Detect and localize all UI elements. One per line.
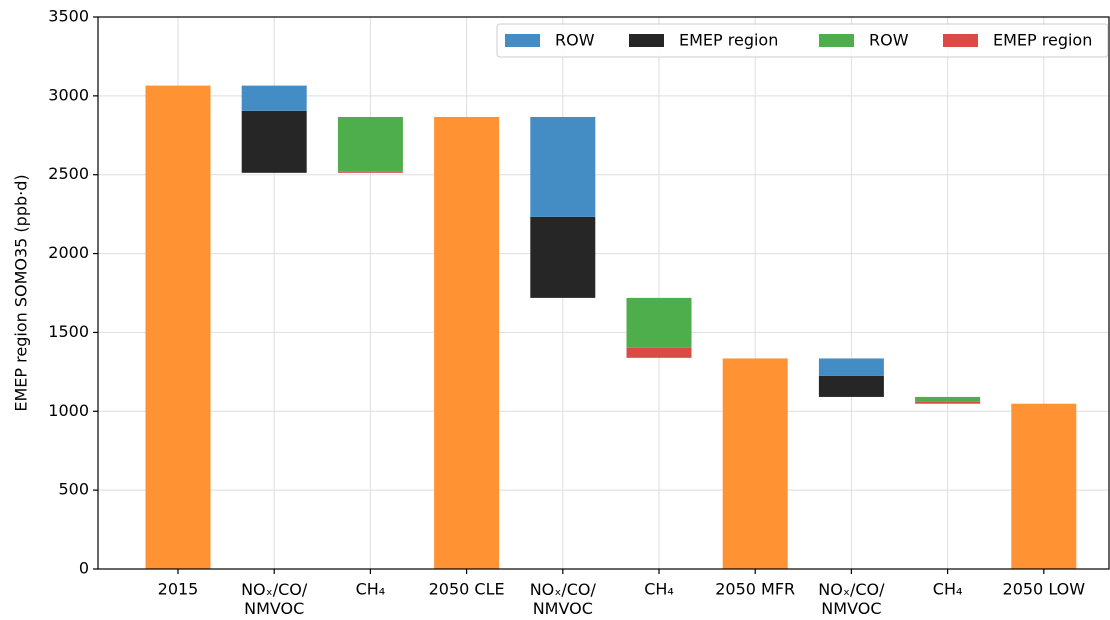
y-tick-label: 2500 xyxy=(48,164,89,183)
y-tick-label: 500 xyxy=(58,480,89,499)
bar-segment xyxy=(818,358,884,376)
legend-label: EMEP region xyxy=(679,31,778,50)
legend-label: ROW xyxy=(555,31,595,50)
legend-label: ROW xyxy=(869,31,909,50)
x-tick-label: 2050 CLE xyxy=(429,580,505,599)
x-tick-label: 2050 MFR xyxy=(715,580,795,599)
x-tick-label: CH₄ xyxy=(644,580,674,599)
legend-swatch xyxy=(943,34,978,47)
bar-segment xyxy=(241,85,307,111)
bar xyxy=(434,116,500,570)
x-tick-label: CH₄ xyxy=(356,580,386,599)
legend-swatch xyxy=(819,34,854,47)
y-tick-label: 1500 xyxy=(48,322,89,341)
legend-label: EMEP region xyxy=(993,31,1092,50)
x-tick-label: 2015 xyxy=(158,580,199,599)
bar-segment xyxy=(337,116,403,172)
x-tick-label: CH₄ xyxy=(933,580,963,599)
x-tick-label: NOₓ/CO/NMVOC xyxy=(241,580,308,618)
x-tick-label: NOₓ/CO/NMVOC xyxy=(818,580,885,618)
x-tick-label: 2050 LOW xyxy=(1003,580,1086,599)
bar-segment xyxy=(818,375,884,397)
bar-segment xyxy=(241,110,307,173)
bar-segment xyxy=(530,116,596,217)
bar-segment xyxy=(530,216,596,298)
y-tick-label: 0 xyxy=(79,559,89,578)
legend-swatch xyxy=(629,34,664,47)
legend-box xyxy=(496,23,1109,58)
bar-segment xyxy=(915,401,981,404)
y-axis-label: EMEP region SOMO35 (ppb·d) xyxy=(12,174,31,411)
bar xyxy=(1011,403,1077,569)
y-tick-label: 3000 xyxy=(48,85,89,104)
bar-segment xyxy=(915,396,981,402)
legend-swatch xyxy=(505,34,540,47)
bar-segment xyxy=(626,347,692,358)
y-tick-label: 1000 xyxy=(48,401,89,420)
x-tick-label: NOₓ/CO/NMVOC xyxy=(530,580,597,618)
bar-segment xyxy=(337,171,403,173)
plot-frame xyxy=(97,16,1110,570)
bar xyxy=(722,358,788,569)
legend: ROW EMEP region ROW EMEP region xyxy=(496,23,1109,58)
y-tick-label: 2000 xyxy=(48,243,89,262)
bar xyxy=(145,85,211,569)
y-tick-label: 3500 xyxy=(48,7,89,26)
bar-segment xyxy=(626,297,692,348)
